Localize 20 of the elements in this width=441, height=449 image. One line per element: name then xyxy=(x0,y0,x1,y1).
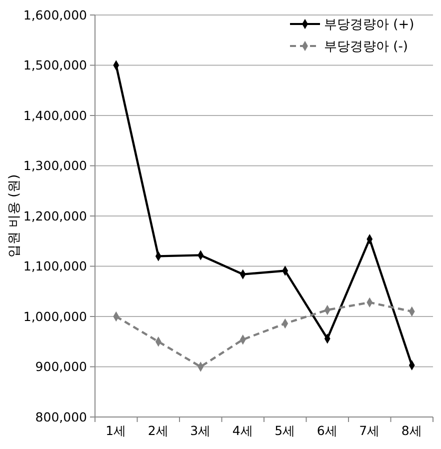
y-tick-label: 1,500,000 xyxy=(23,58,88,73)
y-tick-label: 1,600,000 xyxy=(23,7,88,22)
x-tick-label: 7세 xyxy=(359,423,380,438)
x-tick-label: 4세 xyxy=(232,423,254,438)
x-tick-label: 8세 xyxy=(401,423,422,438)
x-tick-label: 1세 xyxy=(106,423,127,438)
y-tick-label: 1,400,000 xyxy=(23,108,88,123)
x-tick-label: 2세 xyxy=(148,423,169,438)
y-tick-label: 800,000 xyxy=(35,409,88,424)
y-tick-label: 1,000,000 xyxy=(23,308,88,324)
legend-label: 부당경량아 (-) xyxy=(324,40,408,55)
y-tick-label: 1,200,000 xyxy=(23,208,88,224)
legend-label: 부당경량아 (+) xyxy=(324,18,414,33)
y-tick-label: 1,100,000 xyxy=(23,258,88,274)
y-axis-title: 입원 비용 (원) xyxy=(7,174,22,258)
x-tick-label: 3세 xyxy=(190,423,212,438)
y-tick-label: 1,300,000 xyxy=(23,158,88,174)
x-tick-label: 6세 xyxy=(316,423,338,438)
y-tick-label: 900,000 xyxy=(35,359,88,374)
x-tick-label: 5세 xyxy=(274,423,296,438)
